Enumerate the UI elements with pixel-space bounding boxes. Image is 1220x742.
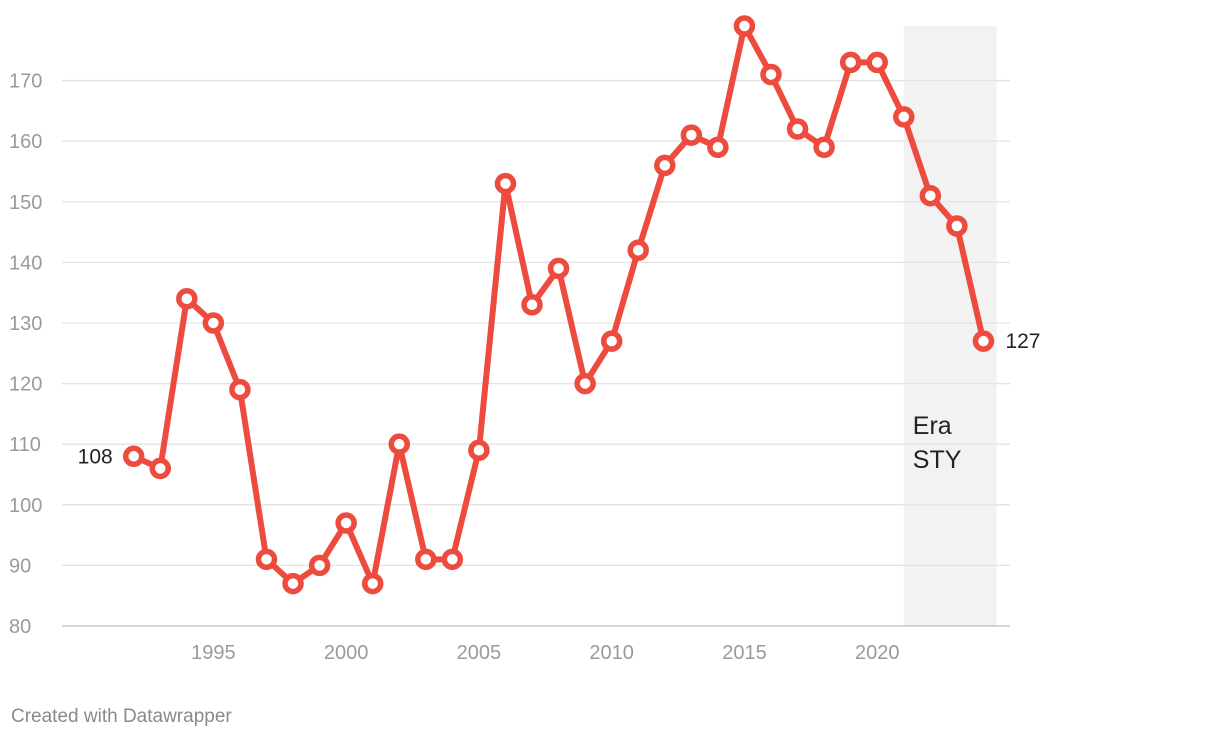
data-point	[441, 548, 464, 571]
data-label: 108	[78, 445, 113, 468]
data-point	[122, 445, 145, 468]
y-tick-label: 170	[9, 71, 42, 93]
data-point	[229, 378, 251, 401]
data-point	[468, 439, 490, 461]
data-point	[308, 554, 331, 577]
data-point	[680, 124, 703, 146]
y-tick-label: 120	[9, 374, 42, 396]
x-tick-label: 2015	[722, 642, 767, 664]
data-point	[627, 239, 649, 261]
y-tick-label: 80	[9, 616, 31, 638]
data-point	[176, 287, 198, 310]
y-tick-label: 100	[9, 495, 42, 517]
y-tick-label: 150	[9, 192, 42, 214]
data-point	[202, 312, 225, 334]
x-tick-label: 2010	[589, 642, 634, 664]
data-point	[149, 457, 172, 480]
data-point	[972, 330, 995, 352]
y-tick-label: 140	[9, 252, 42, 274]
x-tick-label: 2020	[855, 642, 900, 664]
data-point	[760, 63, 782, 86]
data-point	[494, 172, 517, 195]
grid-layer	[62, 79, 1010, 627]
label-layer: 108 127	[78, 330, 1041, 468]
data-point	[521, 294, 543, 316]
band-label-line: Era	[913, 412, 952, 440]
band-label-line: STY	[913, 446, 962, 474]
data-label: 127	[1005, 330, 1040, 353]
data-point	[600, 330, 623, 352]
data-point	[813, 136, 835, 158]
data-point	[919, 184, 942, 207]
data-point	[415, 548, 437, 571]
data-point	[388, 433, 410, 455]
data-point	[866, 51, 888, 74]
data-point	[839, 51, 862, 74]
data-point	[547, 257, 570, 280]
x-tick-label: 2000	[324, 642, 369, 664]
data-point	[893, 106, 915, 128]
y-tick-label: 130	[9, 313, 42, 335]
data-point	[255, 548, 278, 571]
data-point	[946, 215, 968, 237]
data-point	[654, 154, 676, 177]
data-point	[574, 372, 596, 395]
data-point	[282, 572, 304, 595]
series-layer	[122, 15, 995, 595]
x-tick-label: 1995	[191, 642, 236, 664]
axis-layer: 80 90 100 110 120 130 140 150 160 170 1995 2000 2005…	[9, 71, 899, 664]
y-tick-label: 90	[9, 555, 31, 577]
credit-footer: Created with Datawrapper	[11, 706, 232, 727]
series-line	[130, 23, 987, 587]
y-tick-label: 110	[9, 434, 41, 456]
y-tick-label: 160	[9, 131, 42, 153]
data-point	[733, 15, 756, 37]
data-point	[707, 136, 729, 158]
x-tick-label: 2005	[457, 642, 502, 664]
data-point	[786, 118, 809, 140]
data-point	[335, 512, 357, 534]
data-point	[361, 572, 384, 595]
